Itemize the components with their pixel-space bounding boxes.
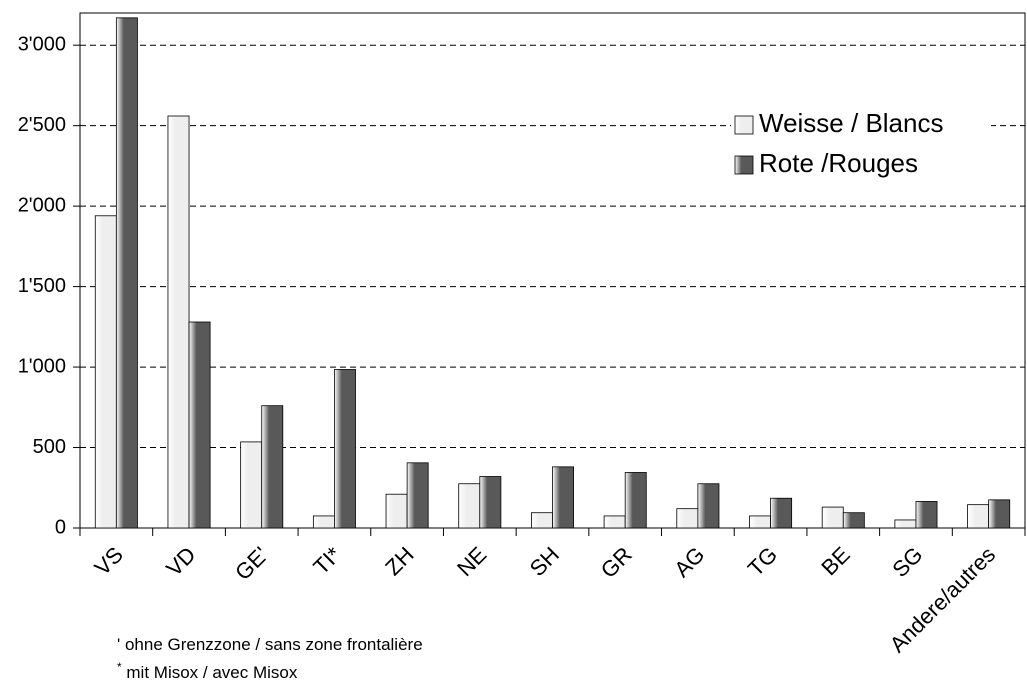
bar (842, 512, 865, 529)
y-tick-label: 2'000 (18, 194, 66, 216)
bar (915, 501, 938, 529)
y-tick-label: 2'500 (18, 114, 66, 136)
bar (749, 515, 771, 529)
bar (531, 512, 553, 529)
bar (988, 499, 1011, 529)
bar (624, 472, 647, 529)
bar (334, 369, 356, 529)
x-tick-label: GE' (230, 542, 273, 585)
legend-label: Weisse / Blancs (759, 108, 943, 138)
bar (385, 493, 408, 529)
bar (770, 497, 793, 529)
bar (552, 466, 574, 529)
y-tick-label: 500 (33, 436, 66, 458)
bar (894, 519, 917, 529)
y-tick-label: 0 (55, 516, 66, 538)
bar (479, 476, 502, 529)
x-tick-label: SH (525, 542, 564, 581)
y-tick-label: 3'000 (18, 33, 66, 55)
footnote-marker: ' (117, 635, 120, 654)
bar (312, 515, 335, 529)
plot-frame (79, 12, 1026, 529)
bar (967, 504, 990, 529)
x-tick-label: ZH (380, 542, 418, 580)
x-tick-label: GR (596, 542, 637, 583)
bar (188, 321, 211, 529)
bar (697, 483, 720, 529)
bar (676, 508, 699, 529)
x-tick-label: AG (669, 542, 709, 582)
bar (115, 17, 138, 529)
bar (406, 462, 429, 529)
x-tick-label: SG (887, 542, 927, 582)
footnote-text: ohne Grenzzone / sans zone frontalière (120, 635, 422, 654)
x-tick-label: TI* (308, 542, 346, 580)
legend-bg (731, 103, 991, 191)
bar (167, 115, 190, 529)
legend-swatch (734, 115, 754, 135)
footnote: ' ohne Grenzzone / sans zone frontalière (117, 635, 423, 654)
legend-label: Rote /Rouges (759, 148, 918, 178)
bar (821, 506, 844, 529)
footnote-text: mit Misox / avec Misox (122, 663, 298, 682)
bar (261, 405, 284, 529)
bar (458, 483, 481, 529)
x-tick-label: BE (816, 542, 854, 580)
bar (240, 441, 263, 529)
footnote-marker: * (117, 660, 122, 674)
x-tick-label: VD (161, 542, 200, 581)
legend-swatch (734, 155, 754, 175)
x-tick-label: TG (743, 542, 782, 581)
footnote: * mit Misox / avec Misox (117, 660, 298, 682)
bar (603, 515, 626, 529)
x-tick-label: VS (89, 542, 127, 580)
bar (94, 215, 117, 529)
x-tick-label: NE (452, 542, 491, 581)
y-tick-label: 1'000 (18, 355, 66, 377)
y-tick-label: 1'500 (18, 275, 66, 297)
